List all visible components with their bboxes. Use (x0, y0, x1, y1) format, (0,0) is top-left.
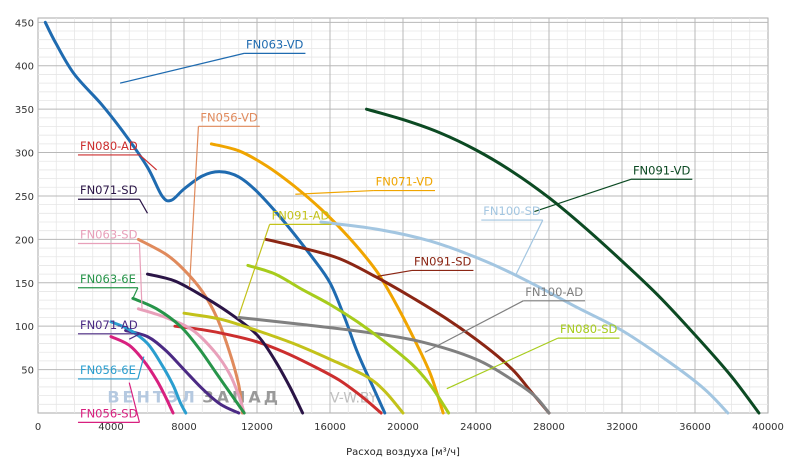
series-leader-line-fn056-6e (137, 356, 145, 380)
x-tick-label: 36000 (679, 422, 711, 433)
series-leader-line-fn100-ad (424, 300, 524, 353)
series-line-fn063-vd (43, 20, 387, 415)
series-leader-line-fn056-sd (128, 382, 141, 423)
series-leader-line-fn091-ad (238, 224, 271, 316)
y-tick-label: 350 (15, 105, 34, 116)
grid (37, 17, 769, 414)
series-leader-line-fn071-vd (295, 189, 374, 195)
series-line-fn071-sd (146, 272, 305, 415)
series-label-fn071-sd: FN071-SD (80, 183, 138, 197)
series-label-fn091-sd: FN091-SD (414, 254, 472, 268)
x-tick-label: 20000 (387, 422, 419, 433)
y-tick-label: 100 (15, 322, 34, 333)
x-tick-label: 32000 (606, 422, 638, 433)
y-tick-label: 150 (15, 279, 34, 290)
y-tick-label: 450 (15, 18, 34, 29)
series-label-fn080-sd: FN080-SD (560, 322, 618, 336)
series-label-fn063-vd: FN063-VD (246, 37, 304, 51)
series-line-fn091-sd (264, 237, 551, 415)
series-line-fn071-vd (209, 142, 445, 415)
series-leader-line-fn063-vd (119, 52, 245, 84)
series-line-fn100-sd (319, 220, 730, 415)
x-tick-label: 12000 (241, 422, 273, 433)
series-leader-line-fn080-sd (446, 337, 559, 390)
series-leader-line-fn071-ad (128, 333, 141, 340)
series-line-fn056-sd (109, 335, 175, 415)
series-label-fn056-6e: FN056-6E (80, 363, 136, 377)
series-layer (43, 20, 761, 415)
series-line-fn100-ad (237, 316, 551, 415)
x-tick-label: 8000 (171, 422, 196, 433)
series-line-fn091-ad (182, 311, 405, 415)
x-tick-label: 40000 (752, 422, 784, 433)
axes: 0 4000 8000 12000 16000 20000 24000 28000 32000 3… (15, 18, 784, 433)
series-label-fn080-ad: FN080-AD (80, 139, 138, 153)
series-leader-line-fn080-ad (139, 154, 158, 171)
series-label-fn100-ad: FN100-AD (525, 285, 583, 299)
series-leader-line-fn063-sd (138, 243, 143, 309)
y-tick-label: 400 (15, 62, 34, 73)
x-axis-title: Расход воздуха [м³/ч] (346, 447, 460, 458)
series-line-fn091-vd (365, 107, 761, 415)
x-tick-label: 24000 (460, 422, 492, 433)
series-label-fn071-vd: FN071-VD (376, 175, 434, 189)
series-line-fn056-vd (136, 237, 244, 415)
series-label-fn056-vd: FN056-VD (200, 110, 258, 124)
series-line-fn063-6e (131, 296, 246, 415)
watermark-text-part-1: ВЕНТЭЛ (107, 388, 197, 407)
series-line-fn080-sd (246, 263, 451, 415)
series-label-fn056-sd: FN056-SD (80, 406, 138, 420)
series-label-fn071-ad: FN071-AD (80, 318, 138, 332)
series-leader-line-fn063-6e (132, 287, 139, 299)
series-leader-line-fn056-vd (188, 126, 200, 288)
y-tick-label: 200 (15, 235, 34, 246)
series-label-fn063-sd: FN063-SD (80, 228, 138, 242)
series-line-fn056-6e (109, 320, 188, 415)
series-label-fn091-ad: FN091-AD (272, 208, 330, 222)
series-line-fn080-ad (173, 324, 383, 415)
y-tick-label: 50 (21, 366, 34, 377)
x-tick-label: 16000 (314, 422, 346, 433)
series-label-fn063-6e: FN063-6E (80, 272, 136, 286)
series-leader-line-fn091-vd (534, 178, 632, 213)
x-tick-label: 0 (35, 422, 41, 433)
y-tick-label: 250 (15, 192, 34, 203)
series-leader-line-fn071-sd (138, 198, 149, 214)
watermark-url: V-W.BY (330, 391, 378, 407)
x-tick-label: 4000 (98, 422, 123, 433)
series-line-fn063-sd (136, 307, 246, 415)
x-tick-label: 28000 (533, 422, 565, 433)
series-leader-line-fn091-sd (375, 269, 413, 278)
series-line-fn071-ad (124, 329, 241, 415)
series-leader-line-fn100-sd (515, 219, 544, 275)
series-label-fn091-vd: FN091-VD (633, 163, 691, 177)
series-label-fn100-sd: FN100-SD (483, 204, 541, 218)
labels-layer: FN063-VD FN091-VD FN071-VD FN056-VD FN080-AD… (77, 37, 693, 423)
y-tick-label: 300 (15, 149, 34, 160)
